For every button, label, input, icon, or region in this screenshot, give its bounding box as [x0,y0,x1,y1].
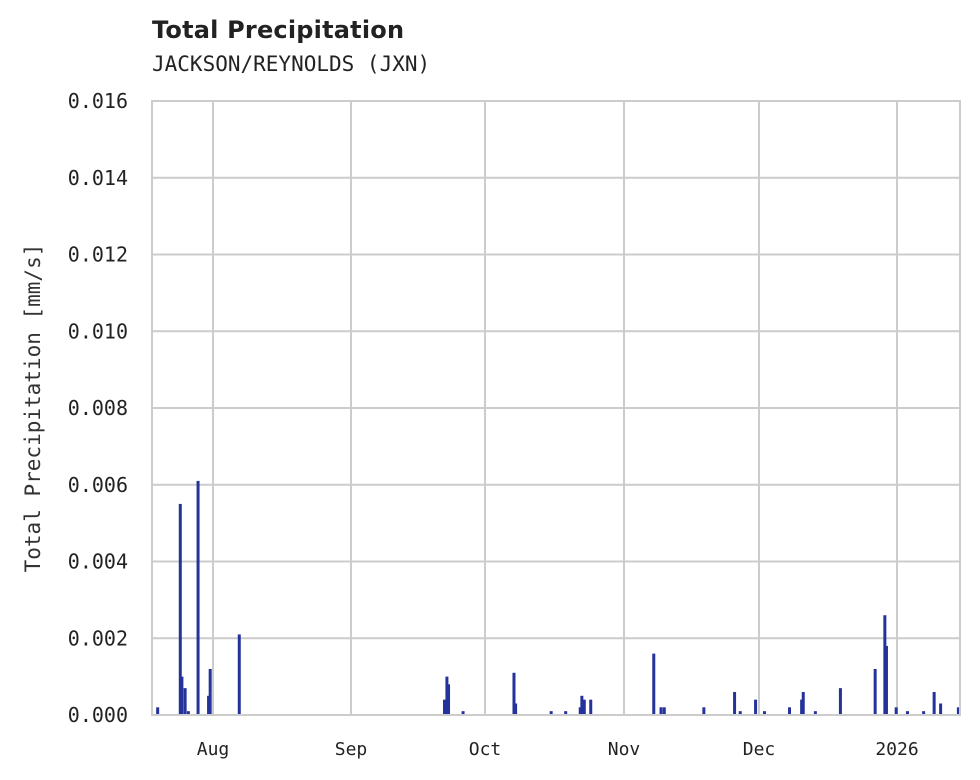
data-series [156,480,960,715]
precip-bar [589,699,593,715]
y-tick-label: 0.006 [68,473,128,497]
y-tick-label: 0.004 [68,550,128,574]
precip-bar [801,691,805,715]
precip-bar [838,688,842,715]
precip-bar [183,688,187,715]
x-tick-label: Aug [197,739,230,760]
precip-bar [956,707,960,715]
x-tick-label: Nov [608,739,641,760]
plot-frame [151,100,961,716]
y-axis-ticks: 0.000 0.002 0.004 0.006 0.008 0.010 0.012 0.014… [68,89,128,727]
x-tick-label: Oct [469,739,502,760]
precip-bar [662,707,666,715]
precip-bar [738,711,742,715]
precip-bar [196,480,200,715]
precip-bar [564,711,568,715]
y-tick-label: 0.012 [68,243,128,267]
chart-title: Total Precipitation [152,16,405,44]
precip-bar [578,707,582,715]
precip-bar [894,707,898,715]
x-tick-label: 2026 [875,739,918,760]
x-tick-label: Dec [743,739,776,760]
precip-bar [873,668,877,715]
precip-bar [237,634,241,715]
precip-bar [461,711,465,715]
precip-bar [180,676,184,715]
y-tick-label: 0.010 [68,319,128,343]
y-tick-label: 0.008 [68,396,128,420]
y-tick-label: 0.002 [68,626,128,650]
precip-bar [905,711,909,715]
precip-bar [207,695,211,715]
x-tick-label: Sep [335,739,368,760]
precip-bar [178,503,182,715]
precip-bar [922,711,926,715]
precip-bar [884,645,888,715]
chart-subtitle: JACKSON/REYNOLDS (JXN) [152,52,431,76]
grid-lines [152,100,960,716]
precip-bar [800,699,804,715]
precip-bar [582,699,586,715]
precip-bar [883,615,887,715]
x-axis-ticks: Aug Sep Oct Nov Dec 2026 [197,739,919,760]
y-tick-label: 0.016 [68,89,128,113]
precip-bar [652,653,656,715]
precip-bar [580,695,584,715]
precip-bar [754,699,758,715]
precip-bar [512,672,516,715]
precip-bar [447,684,451,715]
precip-bar [659,707,663,715]
y-tick-label: 0.000 [68,703,128,727]
precip-bar [445,676,449,715]
precip-bar [702,707,706,715]
precip-bar [939,703,943,715]
precip-bar [788,707,792,715]
precip-bar [514,703,518,715]
precip-bar [733,691,737,715]
y-tick-label: 0.014 [68,166,128,190]
precip-bar [186,711,190,715]
precip-bar [156,707,160,715]
precip-bar [208,668,212,715]
precip-bar [813,711,817,715]
precip-bar [932,691,936,715]
precip-bar [762,711,766,715]
precip-bar [549,711,553,715]
precip-bar [442,699,446,715]
